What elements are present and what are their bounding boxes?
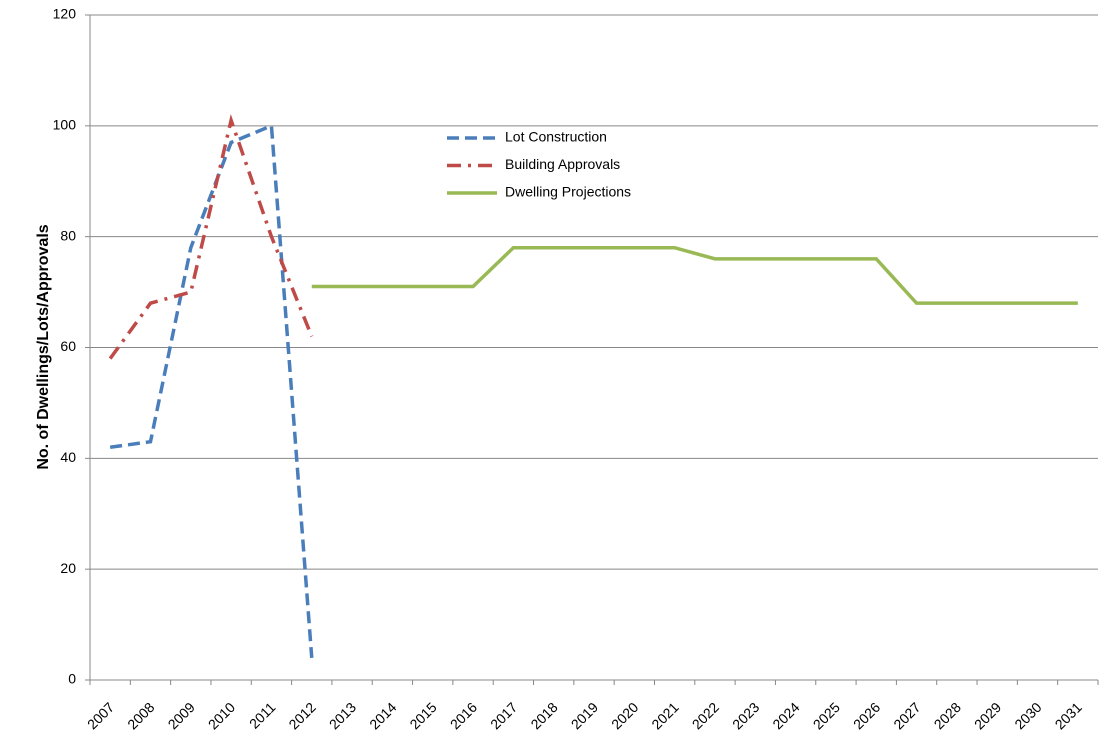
x-tick-label: 2015 [406,699,439,732]
x-tick-label: 2018 [527,699,560,732]
series-line [311,246,1078,305]
x-tick-label: 2031 [1052,699,1085,732]
x-tick-label: 2024 [769,699,802,732]
x-tick-label: 2025 [810,699,843,732]
y-axis-label: No. of Dwellings/Lots/Approvals [35,224,52,469]
x-tick-label: 2011 [246,699,279,732]
x-tick-label: 2007 [84,699,117,732]
x-tick-label: 2023 [729,699,762,732]
x-tick-label: 2027 [890,699,923,732]
x-tick-label: 2029 [971,699,1004,732]
legend-label: Lot Construction [505,129,607,145]
y-tick-label: 80 [60,227,76,243]
legend-label: Building Approvals [505,156,620,172]
x-tick-label: 2012 [285,699,318,732]
x-tick-label: 2009 [165,699,198,732]
x-tick-label: 2028 [931,699,964,732]
x-tick-label: 2030 [1011,699,1044,732]
x-tick-label: 2008 [124,699,157,732]
y-tick-label: 100 [53,117,77,133]
x-tick-label: 2013 [326,699,359,732]
x-tick-label: 2017 [487,699,520,732]
y-tick-label: 60 [60,338,76,354]
x-tick-label: 2016 [447,699,480,732]
x-tick-label: 2020 [608,699,641,732]
x-tick-label: 2014 [366,699,399,732]
x-tick-label: 2022 [689,699,722,732]
x-tick-label: 2010 [205,699,238,732]
x-tick-label: 2021 [648,699,681,732]
y-tick-label: 40 [60,449,76,465]
y-tick-label: 0 [68,671,76,687]
series-line [108,114,314,360]
x-tick-label: 2019 [568,699,601,732]
y-tick-label: 120 [53,6,77,22]
series-line [109,123,314,658]
x-tick-label: 2026 [850,699,883,732]
legend-label: Dwelling Projections [505,184,631,200]
y-tick-label: 20 [60,560,76,576]
